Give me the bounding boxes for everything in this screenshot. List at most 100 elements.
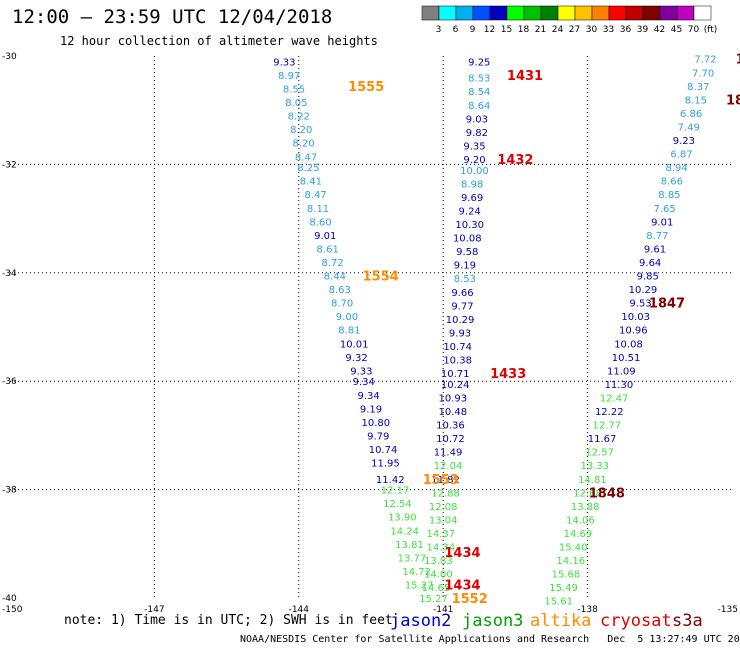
wave-height-label: 12.68 xyxy=(573,488,602,499)
wave-height-label: 14.69 xyxy=(564,529,593,540)
wave-height-label: 12.04 xyxy=(434,461,463,472)
wave-height-label: 10.29 xyxy=(629,285,658,296)
wave-height-label: 9.03 xyxy=(466,114,488,125)
wave-height-label: 10.96 xyxy=(619,326,648,337)
legend-entry-cryosat: cryosat xyxy=(600,611,672,631)
colorbar-label: 9 xyxy=(470,25,476,35)
y-tick-label: -36 xyxy=(2,377,17,387)
y-tick-label: -40 xyxy=(2,594,17,604)
wave-height-label: 12.17 xyxy=(381,486,410,497)
wave-height-label: 8.85 xyxy=(658,190,680,201)
colorbar-label: 24 xyxy=(552,25,564,35)
time-label: 1555 xyxy=(348,80,384,95)
wave-height-label: 9.24 xyxy=(459,206,481,217)
wave-height-label: 15.27 xyxy=(405,580,434,591)
wave-height-label: 10.29 xyxy=(446,315,475,326)
legend-entry-s3a: s3a xyxy=(672,611,703,631)
wave-height-label: 9.34 xyxy=(353,377,375,388)
x-tick-label: -141 xyxy=(433,605,453,615)
wave-height-label: 12.77 xyxy=(593,421,622,432)
wave-height-label: 9.00 xyxy=(336,312,358,323)
x-tick-label: -147 xyxy=(144,605,164,615)
wave-height-label: 9.82 xyxy=(466,128,488,139)
wave-height-label: 15.49 xyxy=(549,583,578,594)
colorbar-swatch xyxy=(489,5,508,21)
wave-height-label: 9.25 xyxy=(468,57,490,68)
wave-height-label: 9.19 xyxy=(454,261,476,272)
chart-subtitle: 12 hour collection of altimeter wave hei… xyxy=(60,34,378,48)
x-tick-label: -135 xyxy=(718,605,738,615)
wave-height-label: 15.27 xyxy=(419,594,448,605)
wave-height-label: 8.63 xyxy=(329,285,351,296)
colorbar-label: 6 xyxy=(453,25,459,35)
wave-height-label: 10.00 xyxy=(460,166,489,177)
colorbar-label: 12 xyxy=(484,25,495,35)
wave-height-label: 8.44 xyxy=(324,272,346,283)
wave-height-label: 9.58 xyxy=(456,247,478,258)
wave-height-label: 8.55 xyxy=(283,85,305,96)
colorbar-swatch xyxy=(472,5,491,21)
wave-height-label: 8.81 xyxy=(338,326,360,337)
wave-height-label: 8.64 xyxy=(468,101,490,112)
time-label: 1847 xyxy=(649,297,685,312)
wave-height-label: 8.61 xyxy=(317,244,339,255)
wave-height-label: 8.11 xyxy=(307,204,329,215)
wave-height-label: 10.80 xyxy=(361,418,390,429)
colorbar-swatch xyxy=(438,5,457,21)
time-label: 1846 xyxy=(726,93,740,108)
wave-height-label: 10.48 xyxy=(439,407,468,418)
wave-height-label: 9.85 xyxy=(637,272,659,283)
wave-height-label: 8.97 xyxy=(278,71,300,82)
wave-height-label: 9.33 xyxy=(350,366,372,377)
colorbar-label: 30 xyxy=(586,25,598,35)
wave-height-label: 8.15 xyxy=(685,95,707,106)
wave-height-label: 8.47 xyxy=(295,152,317,163)
wave-height-label: 8.70 xyxy=(331,299,353,310)
wave-height-label: 7.70 xyxy=(692,68,714,79)
axis-ticks: -150 -147 -144 -141 -138 -135 -30 -32 -34 -36 -38 -… xyxy=(2,52,738,615)
wave-height-label: 10.74 xyxy=(369,445,398,456)
grid-lines xyxy=(10,56,732,598)
x-tick-label: -144 xyxy=(289,605,310,615)
wave-height-label: 15.68 xyxy=(552,570,581,581)
wave-height-label: 8.53 xyxy=(468,74,490,85)
satellite-legend: jason2 jason3 altika cryosat s3a xyxy=(390,611,703,631)
wave-height-label: 10.24 xyxy=(441,380,470,391)
wave-height-label: 8.47 xyxy=(305,190,327,201)
wave-height-label: 7.49 xyxy=(678,122,700,133)
wave-height-label: 8.37 xyxy=(687,82,709,93)
wave-height-label: 14.65 xyxy=(422,583,451,594)
y-tick-label: -38 xyxy=(2,486,17,496)
wave-height-label: 10.71 xyxy=(441,369,470,380)
footer-right: Dec 5 13:27:49 UTC 2018 xyxy=(607,634,740,645)
wave-height-label: 10.38 xyxy=(443,356,472,367)
wave-height-label: 13.88 xyxy=(571,502,600,513)
wave-height-label: 10.08 xyxy=(614,339,643,350)
colorbar-label: 42 xyxy=(654,25,665,35)
wave-height-label: 8.20 xyxy=(290,125,312,136)
wave-height-label: 9.64 xyxy=(639,258,661,269)
colorbar-swatch xyxy=(421,5,440,21)
wave-height-label: 13.33 xyxy=(580,461,609,472)
wave-height-label: 8.72 xyxy=(321,258,343,269)
wave-height-label: 15.61 xyxy=(544,597,573,608)
wave-height-label: 8.54 xyxy=(468,87,490,98)
wave-height-label: 8.41 xyxy=(300,177,322,188)
colorbar-label: 21 xyxy=(535,25,546,35)
wave-height-label: 11.95 xyxy=(371,459,400,470)
colorbar-label: 18 xyxy=(518,25,530,35)
wave-height-label: 9.20 xyxy=(463,155,485,166)
wave-height-label: 9.01 xyxy=(651,217,673,228)
footer-credit: NOAA/NESDIS Center for Satellite Applica… xyxy=(240,634,740,645)
wave-height-label: 10.01 xyxy=(340,339,369,350)
colorbar-label: 15 xyxy=(501,25,512,35)
wave-height-label: 14.06 xyxy=(566,515,595,526)
colorbar-swatch xyxy=(659,5,678,21)
time-label: 1845 xyxy=(736,53,740,68)
wave-height-label: 10.03 xyxy=(621,312,650,323)
wave-height-label: 6.86 xyxy=(680,109,702,120)
wave-height-label: 10.72 xyxy=(436,434,465,445)
colorbar-label: 27 xyxy=(569,25,580,35)
wave-height-label: 9.33 xyxy=(273,57,295,68)
